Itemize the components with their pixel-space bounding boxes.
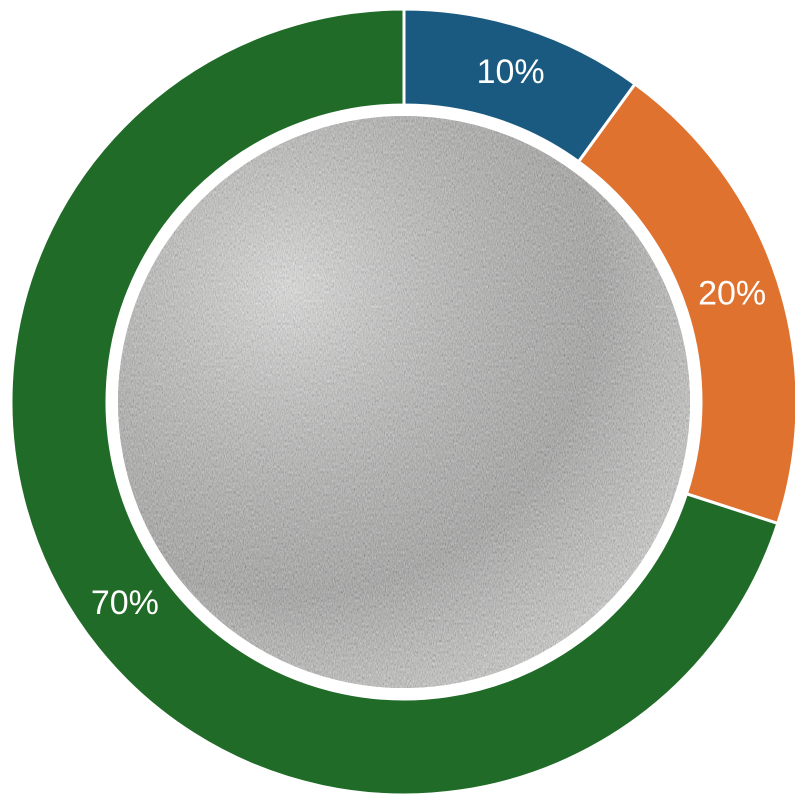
center-image — [118, 116, 690, 688]
slice — [9, 7, 780, 796]
value-label: 70% — [91, 584, 159, 622]
value-label: 10% — [477, 53, 545, 91]
value-label: 20% — [698, 274, 766, 312]
fabric-shading — [118, 116, 690, 688]
slices — [9, 7, 795, 796]
